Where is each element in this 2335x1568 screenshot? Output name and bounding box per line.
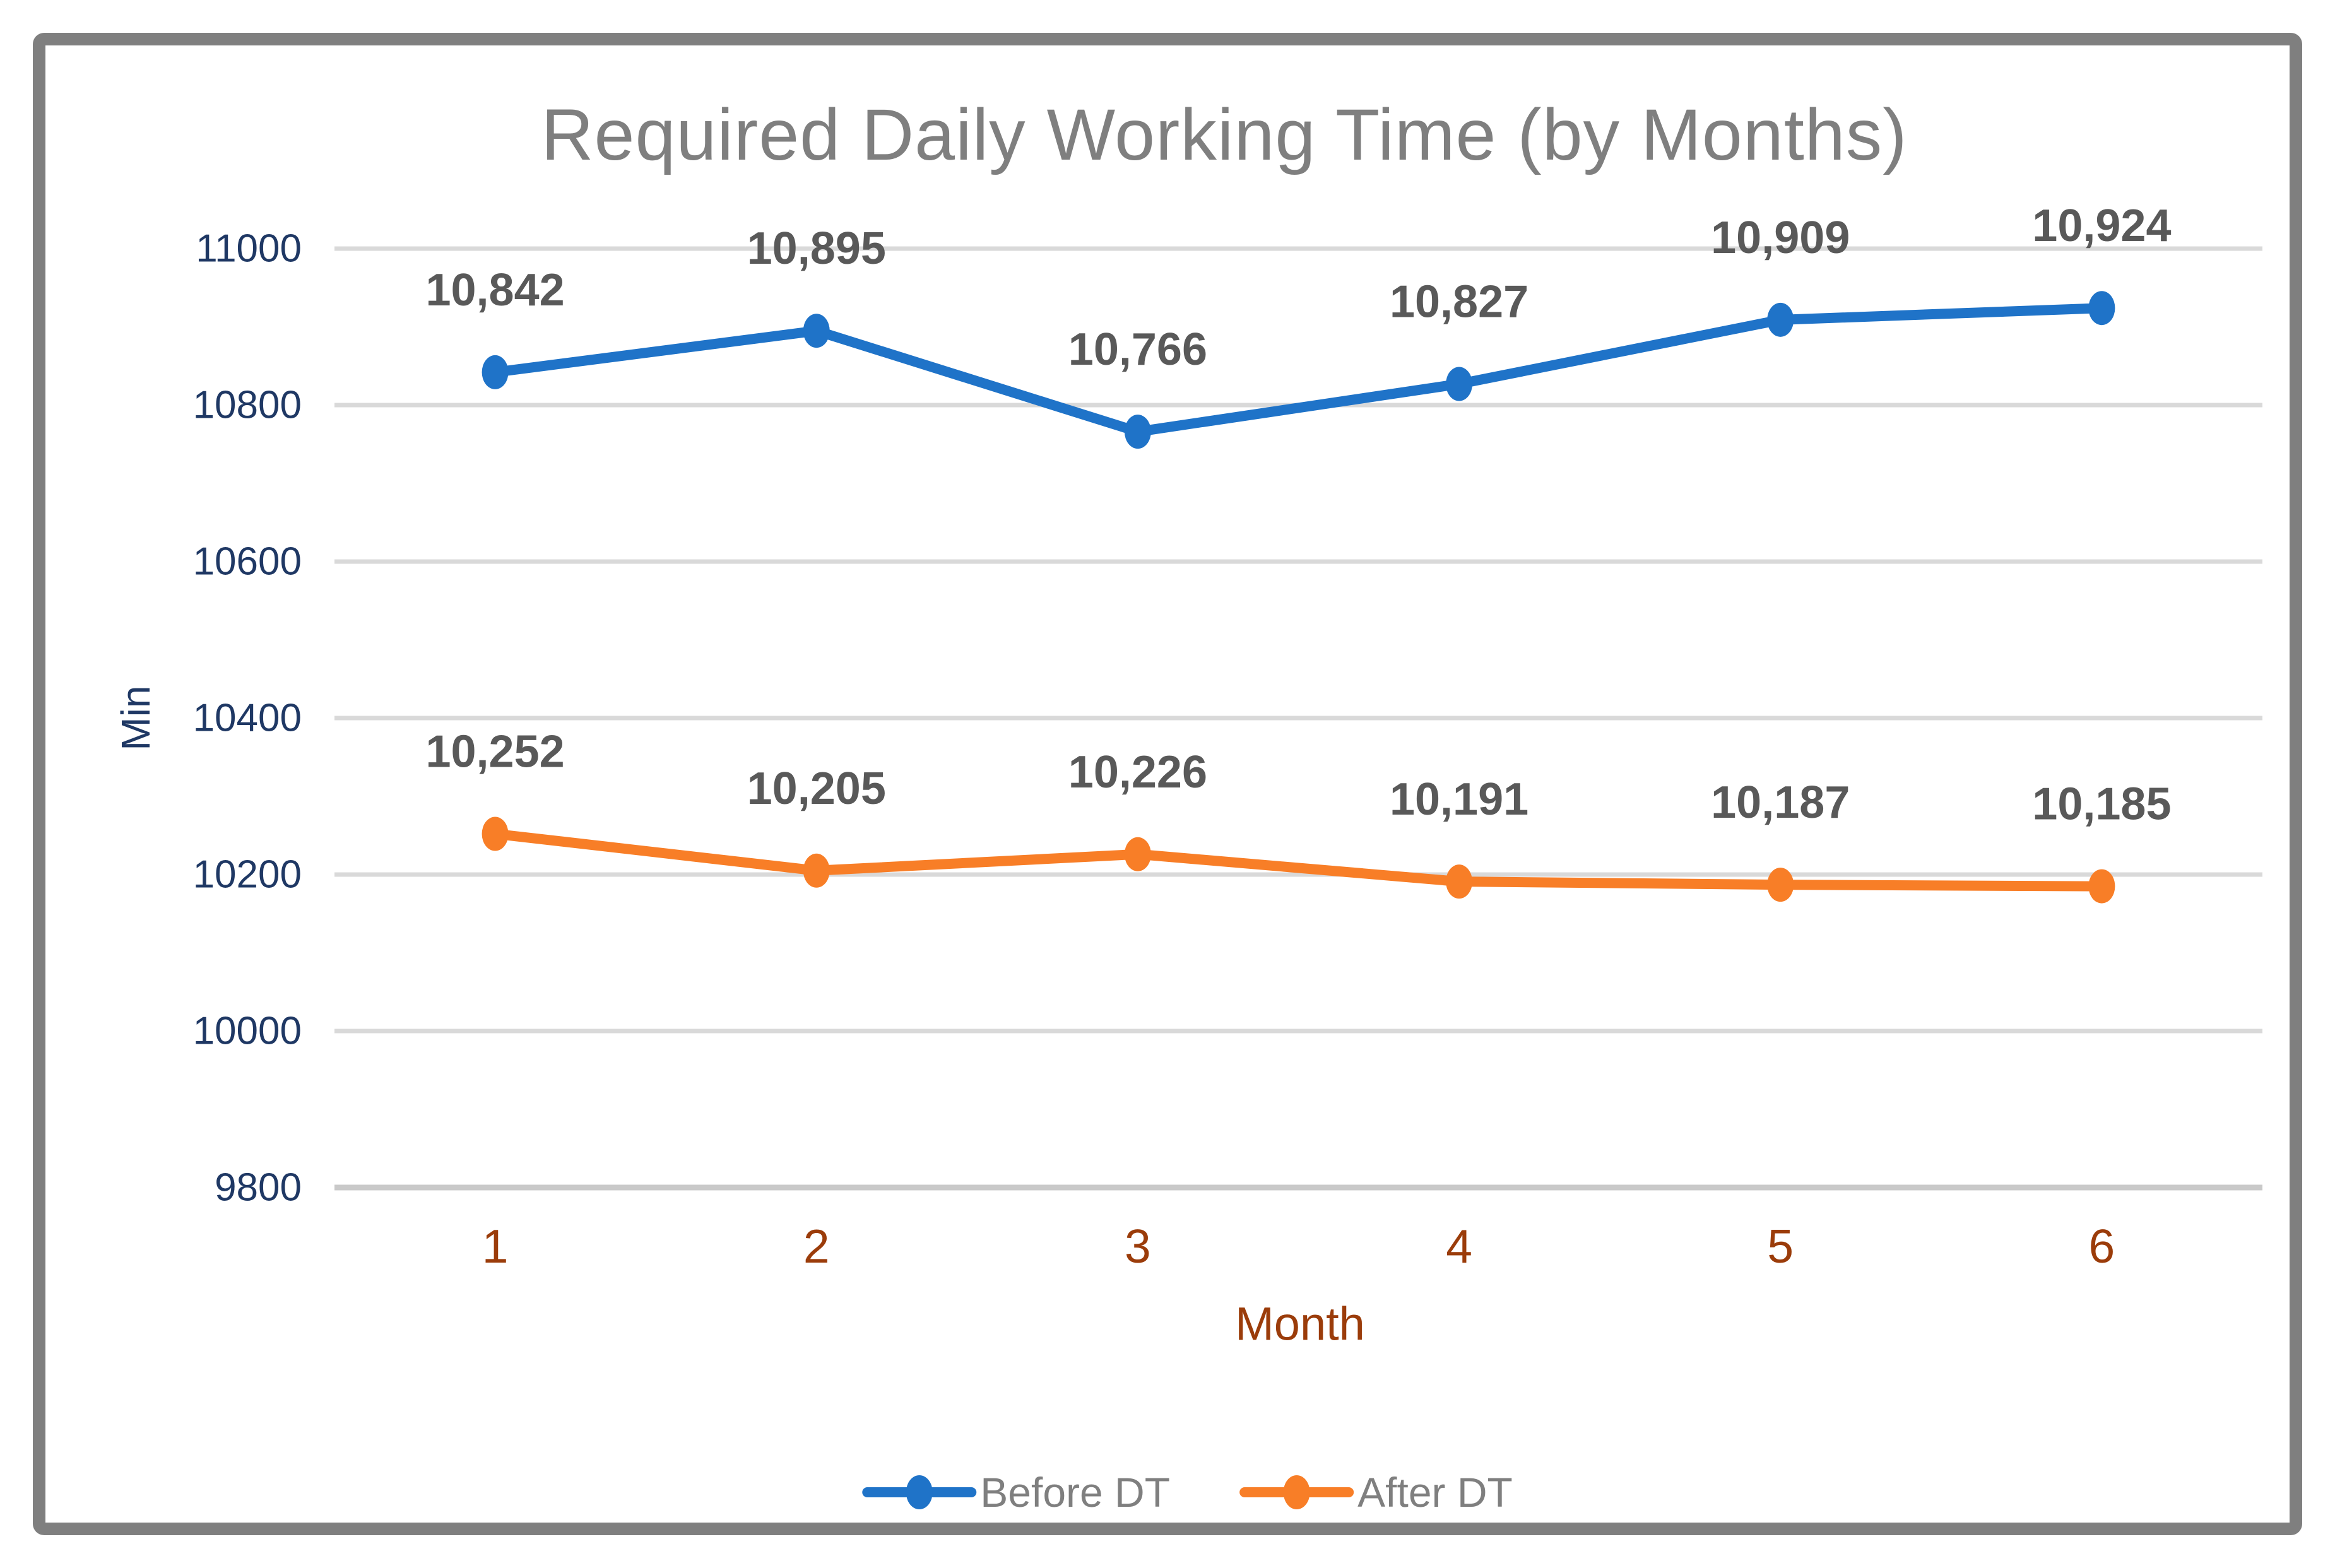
data-label: 10,842 [425, 265, 564, 315]
series-marker-before-dt [803, 314, 830, 348]
data-label: 10,252 [425, 727, 564, 777]
series-line-before-dt [490, 303, 2107, 437]
series-marker-before-dt [482, 355, 509, 389]
data-label: 10,895 [747, 223, 886, 274]
y-tick-label: 10200 [193, 853, 302, 897]
y-tick-label: 10600 [193, 540, 302, 584]
data-label: 10,924 [2032, 201, 2171, 251]
y-tick-label: 10000 [193, 1010, 302, 1053]
data-label: 10,226 [1068, 747, 1207, 798]
chart-frame-border [33, 33, 2302, 1535]
data-label: 10,205 [747, 763, 886, 814]
series-marker-before-dt [1767, 302, 1794, 337]
series-marker-before-dt [1446, 367, 1473, 401]
x-tick-label: 4 [1446, 1220, 1472, 1273]
y-tick-label: 10400 [193, 697, 302, 740]
series-marker-after-dt [1767, 868, 1794, 902]
x-tick-label: 2 [803, 1220, 830, 1273]
x-tick-label: 1 [482, 1220, 509, 1273]
x-tick-label: 3 [1125, 1220, 1151, 1273]
legend-marker-after-dt [1283, 1475, 1310, 1509]
series-marker-after-dt [2088, 869, 2115, 904]
legend-item-after-dt: After DT [1239, 1469, 1513, 1516]
series-marker-after-dt [1124, 837, 1151, 871]
data-label: 10,909 [1711, 213, 1850, 263]
data-label: 10,187 [1711, 777, 1850, 828]
series-marker-after-dt [803, 853, 830, 888]
y-tick-label: 11000 [196, 227, 302, 271]
series-marker-before-dt [2088, 291, 2115, 326]
series-line-after-dt [490, 828, 2107, 892]
y-tick-label: 10800 [193, 384, 302, 427]
legend-item-before-dt: Before DT [862, 1469, 1170, 1516]
series-marker-after-dt [482, 816, 509, 851]
series-marker-after-dt [1446, 864, 1473, 899]
data-label: 10,185 [2032, 779, 2171, 830]
x-tick-label: 5 [1767, 1220, 1794, 1273]
data-label: 10,827 [1390, 277, 1528, 327]
series-marker-before-dt [1124, 415, 1151, 449]
y-tick-label: 9800 [215, 1166, 302, 1210]
legend-label-before-dt: Before DT [980, 1469, 1170, 1516]
x-tick-label: 6 [2089, 1220, 2115, 1273]
chart-title: Required Daily Working Time (by Months) [541, 95, 1908, 175]
data-label: 10,766 [1068, 324, 1207, 375]
legend-label-after-dt: After DT [1357, 1469, 1513, 1516]
legend-marker-before-dt [906, 1475, 933, 1509]
data-label: 10,191 [1390, 774, 1528, 825]
x-axis-title: Month [1235, 1297, 1365, 1350]
